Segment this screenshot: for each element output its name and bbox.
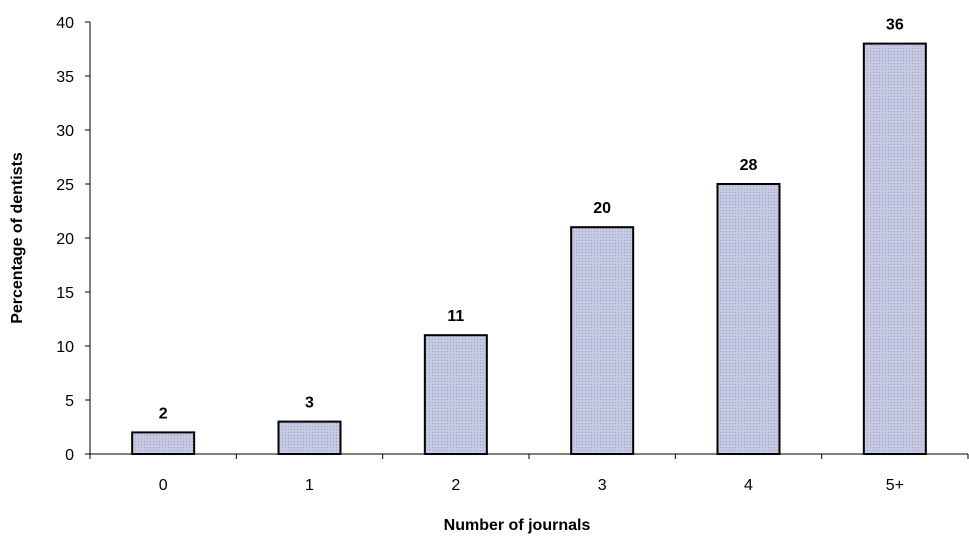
x-axis	[89, 453, 969, 459]
bar-3	[570, 226, 635, 455]
bar-0	[131, 431, 196, 455]
data-label: 3	[305, 395, 314, 412]
x-tick-label: 1	[305, 477, 314, 494]
data-label: 2	[159, 405, 168, 422]
y-tick-label: 5	[65, 393, 74, 410]
y-tick-label: 40	[56, 15, 74, 32]
x-tick-labels: 0 1 2 3 4 5+	[159, 477, 904, 494]
y-tick-label: 30	[56, 123, 74, 140]
data-label: 20	[593, 200, 611, 217]
x-tick-label: 2	[451, 477, 460, 494]
data-label: 11	[447, 308, 464, 325]
bar-1	[277, 420, 342, 456]
y-tick-label: 20	[56, 231, 74, 248]
y-tick-label: 35	[56, 69, 74, 86]
y-axis-title: Percentage of dentists	[9, 152, 26, 324]
data-label: 28	[740, 157, 758, 174]
y-tick-labels: 0 5 10 15 20 25 30 35 40	[56, 15, 74, 464]
bar-5plus	[862, 42, 927, 455]
data-label: 36	[886, 17, 904, 34]
x-tick-label: 5+	[886, 477, 904, 494]
y-axis	[85, 21, 91, 455]
y-tick-label: 10	[56, 339, 74, 356]
y-tick-label: 0	[65, 447, 74, 464]
bars	[131, 42, 927, 456]
bar-2	[423, 334, 488, 456]
x-axis-title: Number of journals	[444, 517, 591, 534]
x-tick-label: 4	[744, 477, 753, 494]
data-labels: 2 3 11 20 28 36	[159, 17, 904, 423]
x-tick-label: 3	[598, 477, 607, 494]
x-tick-label: 0	[159, 477, 168, 494]
y-tick-label: 15	[56, 285, 74, 302]
y-tick-label: 25	[56, 177, 74, 194]
bar-4	[716, 183, 781, 455]
